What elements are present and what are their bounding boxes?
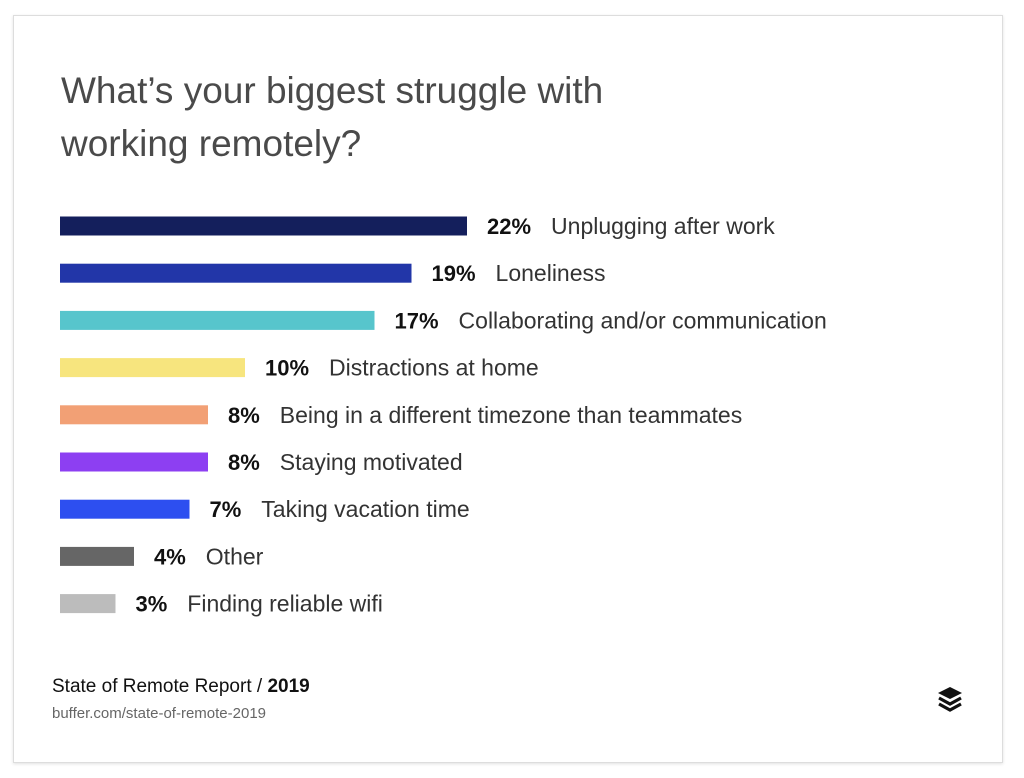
bar-9: [60, 594, 116, 614]
value-label: 8%: [228, 450, 260, 475]
value-label: 3%: [136, 592, 168, 617]
value-label: 17%: [395, 308, 439, 333]
value-label: 7%: [210, 497, 242, 522]
category-label: Unplugging after work: [551, 213, 775, 239]
category-label: Being in a different timezone than teamm…: [280, 402, 742, 428]
bar-3: [60, 310, 375, 330]
value-label: 10%: [265, 356, 309, 381]
source-title: State of Remote Report / 2019: [52, 676, 310, 698]
bar-1: [60, 216, 467, 236]
value-label: 22%: [487, 214, 531, 239]
chart-card: [13, 15, 1003, 763]
category-label: Finding reliable wifi: [187, 591, 383, 617]
category-label: Collaborating and/or communication: [459, 307, 827, 333]
category-label: Staying motivated: [280, 449, 463, 475]
bar-2: [60, 263, 412, 283]
value-label: 8%: [228, 403, 260, 428]
value-label: 19%: [432, 261, 476, 286]
source-year: 2019: [267, 676, 310, 697]
buffer-logo-icon: [938, 687, 962, 712]
source-prefix: State of Remote Report /: [52, 676, 268, 697]
bar-5: [60, 405, 208, 425]
category-label: Other: [206, 543, 264, 569]
chart-title: What’s your biggest struggle with working…: [61, 64, 761, 170]
source-url[interactable]: buffer.com/state-of-remote-2019: [52, 705, 266, 722]
title-line-1: What’s your biggest struggle with: [61, 70, 604, 111]
category-label: Loneliness: [496, 260, 606, 286]
bar-8: [60, 546, 134, 566]
bar-4: [60, 358, 245, 378]
value-label: 4%: [154, 544, 186, 569]
title-line-2: working remotely?: [61, 123, 362, 164]
bar-6: [60, 452, 208, 472]
category-label: Taking vacation time: [261, 496, 469, 522]
bar-7: [60, 499, 190, 519]
category-label: Distractions at home: [329, 355, 539, 381]
